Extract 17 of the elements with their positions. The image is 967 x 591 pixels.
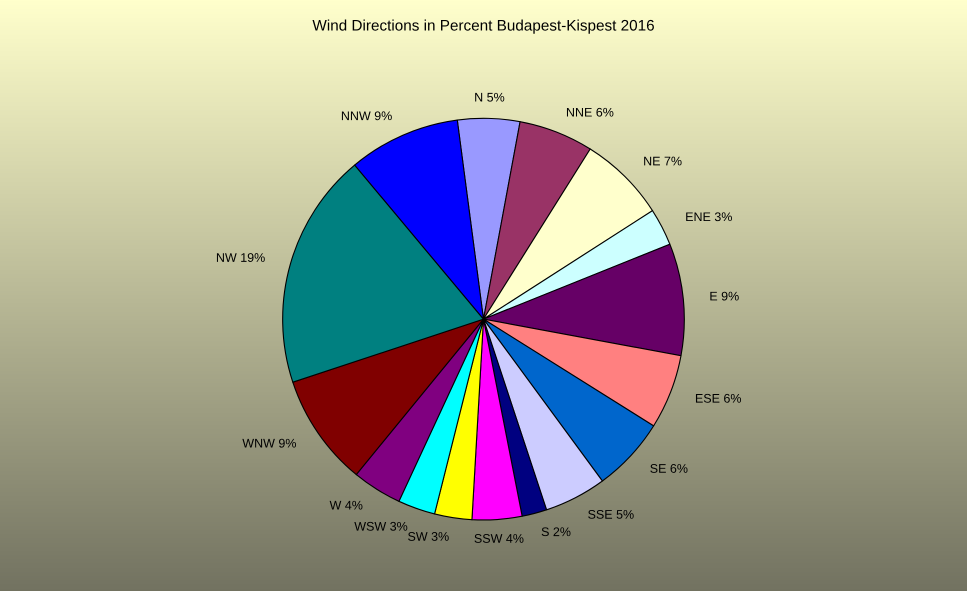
slice-label: NNE 6% [566, 108, 614, 117]
slice-label: SSW 4% [474, 534, 524, 543]
slice-label: ENE 3% [686, 212, 732, 222]
slice-label: SSE 5% [588, 510, 634, 519]
slice-label: E 9% [710, 292, 739, 301]
slice-label: ESE 6% [696, 394, 742, 403]
slice-label: W 4% [330, 500, 362, 510]
slice-label: N 5% [475, 92, 504, 102]
slice-label: WNW 9% [242, 438, 296, 448]
slice-label: S 2% [542, 527, 571, 536]
slice-label: NNW 9% [342, 111, 392, 120]
slice-label: NE 7% [644, 156, 682, 166]
slice-label: SE 6% [650, 464, 688, 473]
chart-title: Wind Directions in Percent Budapest-Kispest 2016 [312, 19, 654, 34]
slice-label: NW 19% [216, 253, 265, 262]
slice-label: SW 3% [408, 532, 449, 541]
slice-label: WSW 3% [354, 522, 408, 531]
